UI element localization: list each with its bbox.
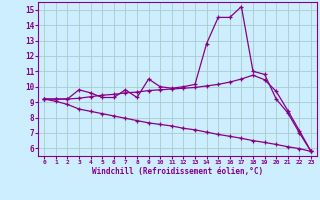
X-axis label: Windchill (Refroidissement éolien,°C): Windchill (Refroidissement éolien,°C) — [92, 167, 263, 176]
